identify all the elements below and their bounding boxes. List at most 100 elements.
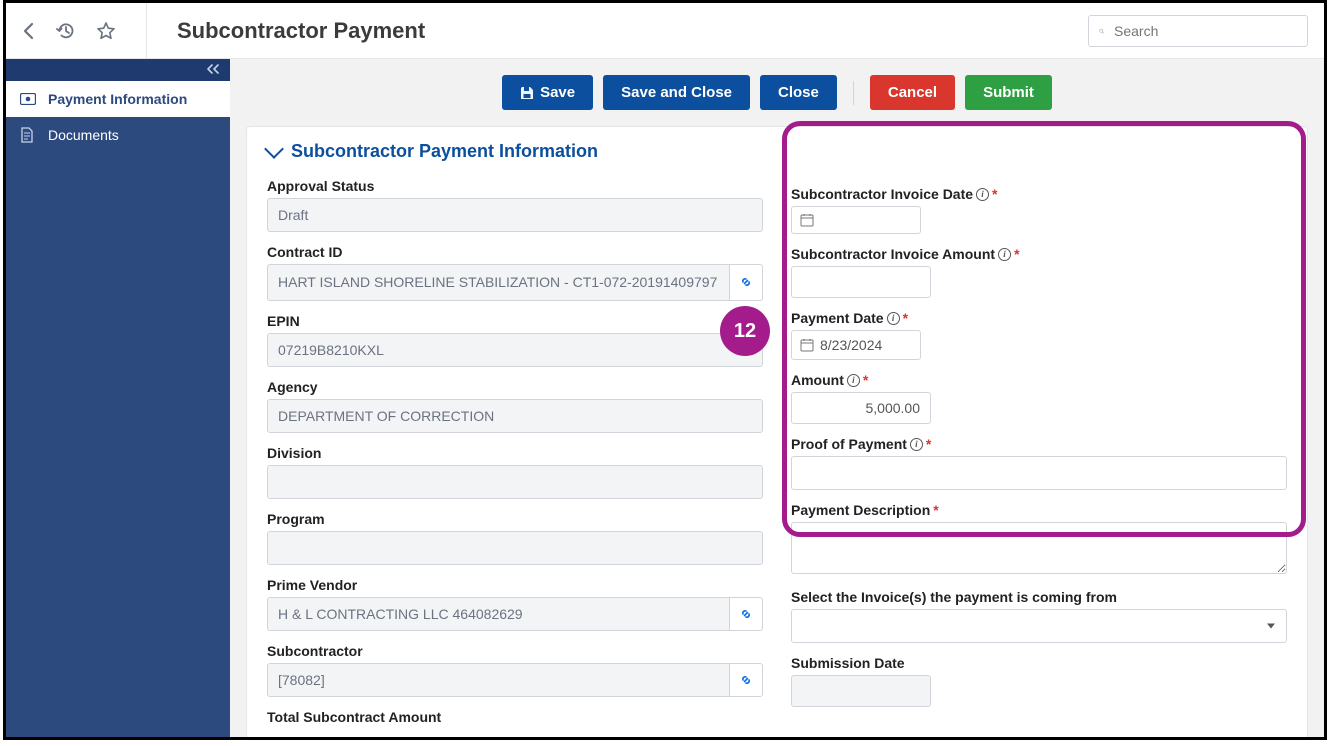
label-epin: EPIN: [267, 313, 763, 329]
close-button[interactable]: Close: [760, 75, 837, 110]
action-divider: [853, 81, 854, 105]
field-epin: EPIN 07219B8210KXL: [267, 313, 763, 367]
label-payment-date: Payment Date: [791, 310, 884, 326]
input-proof-of-payment[interactable]: [791, 456, 1287, 490]
label-amount: Amount: [791, 372, 844, 388]
sidebar-item-payment-information[interactable]: Payment Information: [6, 81, 230, 117]
favorite-star-icon[interactable]: [96, 21, 116, 41]
section-header[interactable]: Subcontractor Payment Information: [267, 141, 1287, 162]
chevron-down-icon: [264, 139, 284, 159]
value-agency: DEPARTMENT OF CORRECTION: [267, 399, 763, 433]
required-marker: *: [1014, 246, 1019, 262]
save-icon: [520, 86, 534, 100]
label-payment-description: Payment Description: [791, 502, 930, 518]
info-icon[interactable]: i: [847, 374, 860, 387]
search-input[interactable]: [1112, 22, 1297, 40]
field-division: Division: [267, 445, 763, 499]
page-title: Subcontractor Payment: [157, 18, 1088, 44]
field-contract-id: Contract ID HART ISLAND SHORELINE STABIL…: [267, 244, 763, 301]
sidebar-item-label: Documents: [48, 127, 119, 143]
topbar-nav-icons: [22, 3, 147, 58]
info-icon[interactable]: i: [976, 188, 989, 201]
action-bar: Save Save and Close Close Cancel Submit: [230, 59, 1324, 126]
link-icon: [738, 672, 754, 688]
document-icon: [20, 127, 36, 143]
left-sidebar: Payment Information Documents: [6, 59, 230, 737]
app-frame: Subcontractor Payment Payment Informatio…: [3, 0, 1327, 740]
calendar-icon: [800, 338, 814, 352]
input-amount[interactable]: 5,000.00: [791, 392, 931, 424]
label-program: Program: [267, 511, 763, 527]
label-subcontractor: Subcontractor: [267, 643, 763, 659]
info-icon[interactable]: i: [887, 312, 900, 325]
label-contract-id: Contract ID: [267, 244, 763, 260]
field-amount: Amount i * 5,000.00: [791, 372, 1287, 424]
field-invoice-amount: Subcontractor Invoice Amount i *: [791, 246, 1287, 298]
value-approval-status: Draft: [267, 198, 763, 232]
form-panel: Subcontractor Payment Information Approv…: [246, 126, 1308, 737]
required-marker: *: [926, 436, 931, 452]
sidebar-item-label: Payment Information: [48, 91, 187, 107]
field-prime-vendor: Prime Vendor H & L CONTRACTING LLC 46408…: [267, 577, 763, 631]
value-division: [267, 465, 763, 499]
sidebar-collapse-button[interactable]: [6, 59, 230, 81]
value-epin: 07219B8210KXL: [267, 333, 763, 367]
main-panel: Save Save and Close Close Cancel Submit …: [230, 59, 1324, 737]
dropdown-select-invoice[interactable]: [791, 609, 1287, 643]
field-approval-status: Approval Status Draft: [267, 178, 763, 232]
global-search[interactable]: [1088, 15, 1308, 47]
section-title: Subcontractor Payment Information: [291, 141, 598, 162]
field-invoice-date: Subcontractor Invoice Date i *: [791, 186, 1287, 234]
required-marker: *: [903, 310, 908, 326]
label-select-invoice: Select the Invoice(s) the payment is com…: [791, 589, 1287, 605]
field-agency: Agency DEPARTMENT OF CORRECTION: [267, 379, 763, 433]
value-submission-date: [791, 675, 931, 707]
info-icon[interactable]: i: [998, 248, 1011, 261]
field-proof-of-payment: Proof of Payment i *: [791, 436, 1287, 490]
field-total-subcontract-amount: Total Subcontract Amount: [267, 709, 763, 725]
save-button[interactable]: Save: [502, 75, 593, 110]
save-and-close-button[interactable]: Save and Close: [603, 75, 750, 110]
required-marker: *: [992, 186, 997, 202]
input-payment-description[interactable]: [791, 522, 1287, 574]
field-select-invoice: Select the Invoice(s) the payment is com…: [791, 589, 1287, 643]
label-agency: Agency: [267, 379, 763, 395]
label-invoice-amount: Subcontractor Invoice Amount: [791, 246, 995, 262]
input-invoice-date[interactable]: [791, 206, 921, 234]
required-marker: *: [863, 372, 868, 388]
calendar-icon: [800, 213, 814, 227]
payment-icon: [20, 93, 36, 105]
cancel-button[interactable]: Cancel: [870, 75, 955, 110]
content-area: Payment Information Documents Save Save …: [6, 59, 1324, 737]
value-program: [267, 531, 763, 565]
field-submission-date: Submission Date: [791, 655, 1287, 707]
link-icon-button[interactable]: [729, 597, 763, 631]
required-marker: *: [933, 502, 938, 518]
history-icon[interactable]: [56, 21, 76, 41]
link-icon-button[interactable]: [729, 264, 763, 301]
label-prime-vendor: Prime Vendor: [267, 577, 763, 593]
info-icon[interactable]: i: [910, 438, 923, 451]
sidebar-item-documents[interactable]: Documents: [6, 117, 230, 153]
input-invoice-amount[interactable]: [791, 266, 931, 298]
input-payment-date[interactable]: 8/23/2024: [791, 330, 921, 360]
label-invoice-date: Subcontractor Invoice Date: [791, 186, 973, 202]
left-column: Approval Status Draft Contract ID HART I…: [267, 178, 763, 729]
link-icon-button[interactable]: [729, 663, 763, 697]
value-subcontractor: [78082]: [267, 663, 729, 697]
value-contract-id: HART ISLAND SHORELINE STABILIZATION - CT…: [267, 264, 729, 301]
back-icon[interactable]: [22, 22, 36, 40]
field-payment-date: Payment Date i * 8/23/2024: [791, 310, 1287, 360]
field-subcontractor: Subcontractor [78082]: [267, 643, 763, 697]
submit-button[interactable]: Submit: [965, 75, 1052, 110]
chevron-down-icon: [1267, 624, 1275, 629]
label-submission-date: Submission Date: [791, 655, 1287, 671]
label-approval-status: Approval Status: [267, 178, 763, 194]
label-proof-of-payment: Proof of Payment: [791, 436, 907, 452]
search-icon: [1099, 23, 1104, 39]
form-columns: Approval Status Draft Contract ID HART I…: [267, 178, 1287, 729]
field-program: Program: [267, 511, 763, 565]
annotation-badge: 12: [720, 306, 770, 356]
label-total-subcontract-amount: Total Subcontract Amount: [267, 709, 763, 725]
link-icon: [738, 274, 754, 290]
